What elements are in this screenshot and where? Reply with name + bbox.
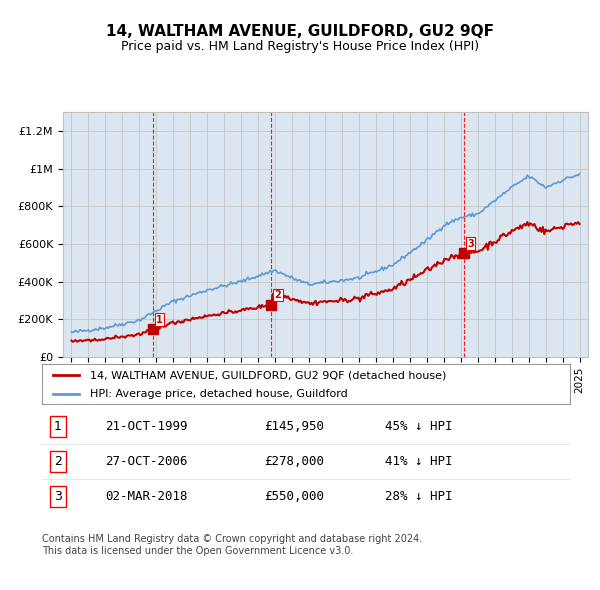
Text: Price paid vs. HM Land Registry's House Price Index (HPI): Price paid vs. HM Land Registry's House …: [121, 40, 479, 53]
Text: 14, WALTHAM AVENUE, GUILDFORD, GU2 9QF (detached house): 14, WALTHAM AVENUE, GUILDFORD, GU2 9QF (…: [89, 371, 446, 381]
Text: 21-OCT-1999: 21-OCT-1999: [106, 420, 188, 433]
Text: £278,000: £278,000: [264, 455, 324, 468]
Text: 14, WALTHAM AVENUE, GUILDFORD, GU2 9QF: 14, WALTHAM AVENUE, GUILDFORD, GU2 9QF: [106, 24, 494, 38]
Text: 2: 2: [275, 290, 281, 300]
Text: £145,950: £145,950: [264, 420, 324, 433]
Text: 41% ↓ HPI: 41% ↓ HPI: [385, 455, 453, 468]
Text: 02-MAR-2018: 02-MAR-2018: [106, 490, 188, 503]
Text: HPI: Average price, detached house, Guildford: HPI: Average price, detached house, Guil…: [89, 389, 347, 399]
Text: This data is licensed under the Open Government Licence v3.0.: This data is licensed under the Open Gov…: [42, 546, 353, 556]
Text: 1: 1: [54, 420, 62, 433]
Text: 45% ↓ HPI: 45% ↓ HPI: [385, 420, 453, 433]
Text: 3: 3: [54, 490, 62, 503]
Text: 1: 1: [156, 315, 163, 325]
Text: £550,000: £550,000: [264, 490, 324, 503]
Text: 27-OCT-2006: 27-OCT-2006: [106, 455, 188, 468]
Text: Contains HM Land Registry data © Crown copyright and database right 2024.: Contains HM Land Registry data © Crown c…: [42, 534, 422, 544]
Text: 3: 3: [467, 239, 474, 249]
Text: 28% ↓ HPI: 28% ↓ HPI: [385, 490, 453, 503]
Text: 2: 2: [54, 455, 62, 468]
